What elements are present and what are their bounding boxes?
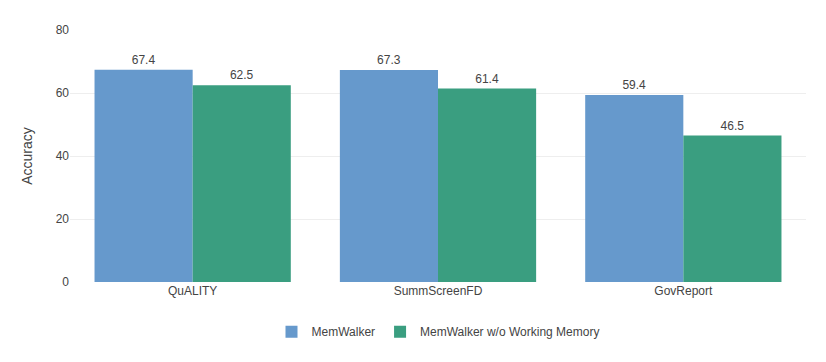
- svg-text:Accuracy: Accuracy: [19, 127, 35, 185]
- svg-text:20: 20: [56, 212, 70, 226]
- svg-text:61.4: 61.4: [475, 72, 499, 86]
- svg-text:62.5: 62.5: [230, 68, 254, 82]
- svg-text:QuALITY: QuALITY: [168, 284, 217, 298]
- svg-text:80: 80: [56, 23, 70, 37]
- svg-text:GovReport: GovReport: [654, 284, 713, 298]
- svg-text:67.4: 67.4: [132, 53, 156, 67]
- svg-text:46.5: 46.5: [721, 119, 745, 133]
- svg-text:60: 60: [56, 86, 70, 100]
- svg-text:67.3: 67.3: [377, 53, 401, 67]
- svg-text:MemWalker: MemWalker: [312, 325, 376, 339]
- svg-text:0: 0: [62, 275, 69, 289]
- svg-text:59.4: 59.4: [622, 78, 646, 92]
- svg-text:SummScreenFD: SummScreenFD: [394, 284, 483, 298]
- svg-text:40: 40: [56, 149, 70, 163]
- svg-text:MemWalker w/o Working Memory: MemWalker w/o Working Memory: [420, 325, 599, 339]
